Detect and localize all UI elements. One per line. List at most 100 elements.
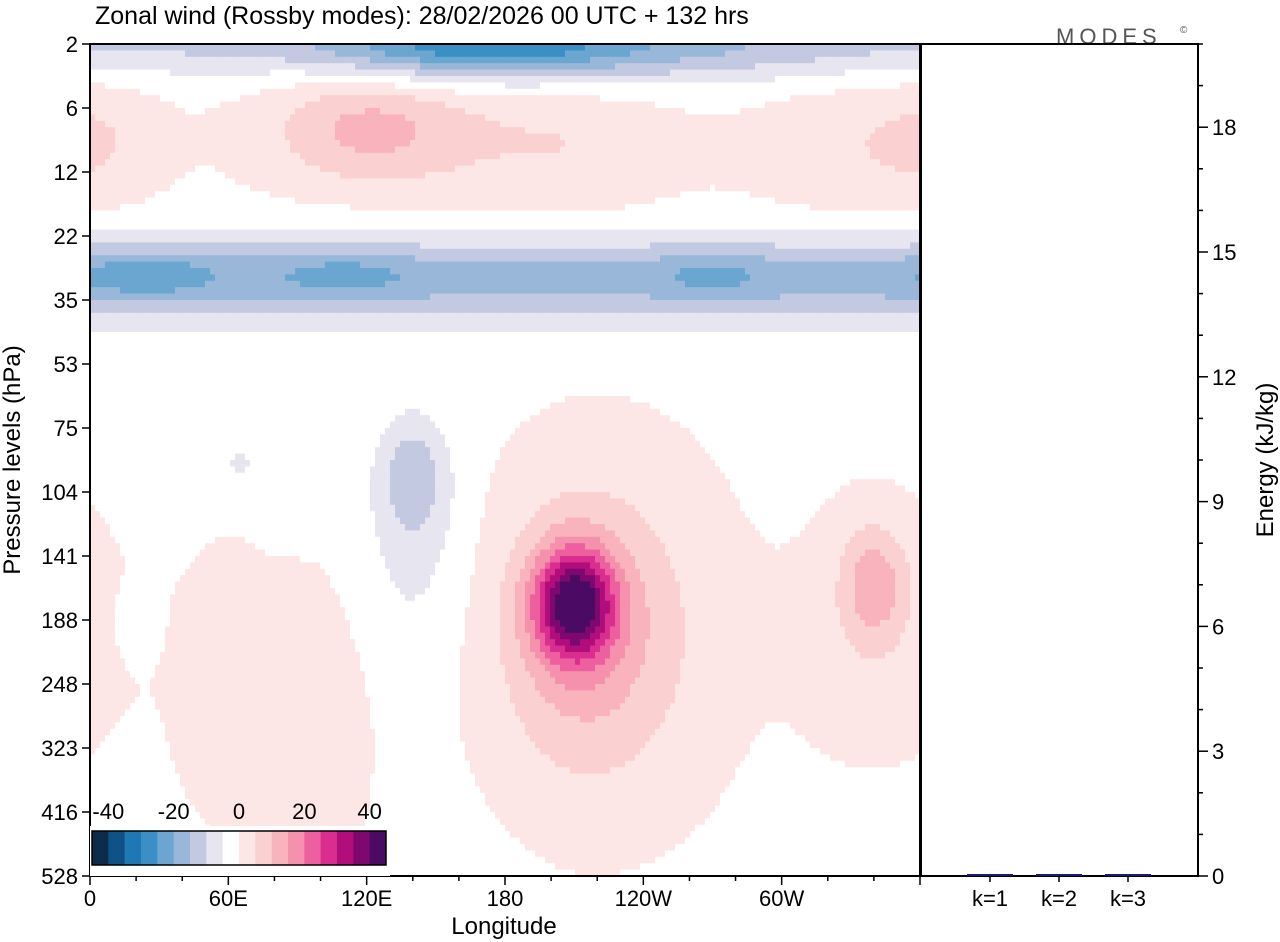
field-cell bbox=[885, 229, 891, 237]
field-cell bbox=[595, 210, 601, 218]
field-cell bbox=[640, 114, 646, 122]
field-cell bbox=[175, 146, 181, 154]
field-cell bbox=[340, 82, 346, 90]
field-cell bbox=[785, 101, 791, 109]
field-cell bbox=[120, 108, 126, 115]
field-cell bbox=[650, 216, 656, 224]
field-cell bbox=[130, 197, 136, 205]
field-cell bbox=[445, 50, 451, 58]
field-cell bbox=[915, 76, 920, 83]
field-cell bbox=[550, 152, 556, 160]
field-cell bbox=[325, 82, 331, 90]
field-cell bbox=[535, 184, 541, 192]
field-cell bbox=[410, 114, 416, 122]
field-cell bbox=[280, 63, 286, 71]
field-cell bbox=[645, 88, 651, 96]
field-cell bbox=[645, 82, 651, 90]
field-cell bbox=[770, 50, 776, 58]
field-cell bbox=[320, 210, 326, 218]
field-cell bbox=[565, 101, 571, 109]
field-cell bbox=[915, 152, 920, 160]
field-cell bbox=[520, 114, 526, 122]
field-cell bbox=[840, 146, 846, 154]
field-cell bbox=[255, 140, 261, 147]
field-cell bbox=[850, 76, 856, 83]
field-cell bbox=[505, 146, 511, 154]
field-cell bbox=[875, 120, 881, 128]
field-cell bbox=[875, 95, 881, 103]
field-cell bbox=[425, 229, 431, 237]
field-cell bbox=[580, 152, 586, 160]
field-cell bbox=[240, 95, 246, 103]
field-cell bbox=[200, 127, 206, 135]
field-cell bbox=[455, 88, 461, 96]
field-cell bbox=[450, 63, 456, 71]
field-cell bbox=[495, 127, 501, 135]
field-cell bbox=[530, 159, 536, 167]
field-cell bbox=[180, 101, 186, 109]
field-cell bbox=[115, 172, 121, 179]
field-cell bbox=[245, 178, 251, 186]
field-cell bbox=[755, 108, 761, 115]
field-cell bbox=[865, 152, 871, 160]
field-cell bbox=[90, 172, 96, 179]
field-cell bbox=[575, 140, 581, 147]
field-cell bbox=[870, 210, 876, 218]
field-cell bbox=[110, 172, 116, 179]
field-cell bbox=[425, 76, 431, 83]
field-cell bbox=[610, 140, 616, 147]
field-cell bbox=[565, 88, 571, 96]
field-cell bbox=[905, 191, 911, 199]
field-cell bbox=[790, 69, 796, 77]
field-cell bbox=[285, 114, 291, 122]
field-cell bbox=[560, 184, 566, 192]
field-cell bbox=[280, 216, 286, 224]
field-cell bbox=[220, 223, 226, 231]
field-cell bbox=[890, 44, 896, 51]
field-cell bbox=[305, 223, 311, 231]
field-cell bbox=[680, 216, 686, 224]
field-cell bbox=[700, 69, 706, 77]
field-cell bbox=[170, 88, 176, 96]
field-cell bbox=[320, 44, 326, 51]
field-cell bbox=[145, 146, 151, 154]
field-cell bbox=[480, 88, 486, 96]
field-cell bbox=[145, 159, 151, 167]
field-cell bbox=[190, 204, 196, 211]
field-cell bbox=[515, 127, 521, 135]
field-cell bbox=[730, 223, 736, 231]
field-cell bbox=[825, 152, 831, 160]
field-cell bbox=[600, 82, 606, 90]
field-cell bbox=[790, 152, 796, 160]
field-cell bbox=[140, 140, 146, 147]
field-cell bbox=[520, 191, 526, 199]
field-cell bbox=[710, 178, 716, 186]
field-cell bbox=[105, 223, 111, 231]
field-cell bbox=[760, 204, 766, 211]
field-cell bbox=[775, 76, 781, 83]
field-cell bbox=[615, 172, 621, 179]
field-cell bbox=[380, 108, 386, 115]
field-cell bbox=[760, 197, 766, 205]
field-cell bbox=[295, 204, 301, 211]
field-cell bbox=[160, 133, 166, 141]
field-cell bbox=[120, 236, 126, 243]
field-cell bbox=[710, 140, 716, 147]
field-cell bbox=[320, 108, 326, 115]
field-cell bbox=[635, 210, 641, 218]
field-cell bbox=[540, 216, 546, 224]
field-cell bbox=[700, 172, 706, 179]
field-cell bbox=[215, 159, 221, 167]
field-cell bbox=[625, 146, 631, 154]
field-cell bbox=[355, 56, 361, 64]
field-cell bbox=[445, 127, 451, 135]
field-cell bbox=[910, 44, 916, 51]
field-cell bbox=[735, 159, 741, 167]
field-cell bbox=[805, 76, 811, 83]
field-cell bbox=[820, 44, 826, 51]
field-cell bbox=[605, 44, 611, 51]
field-cell bbox=[410, 63, 416, 71]
field-cell bbox=[495, 152, 501, 160]
field-cell bbox=[340, 63, 346, 71]
field-cell bbox=[530, 216, 536, 224]
